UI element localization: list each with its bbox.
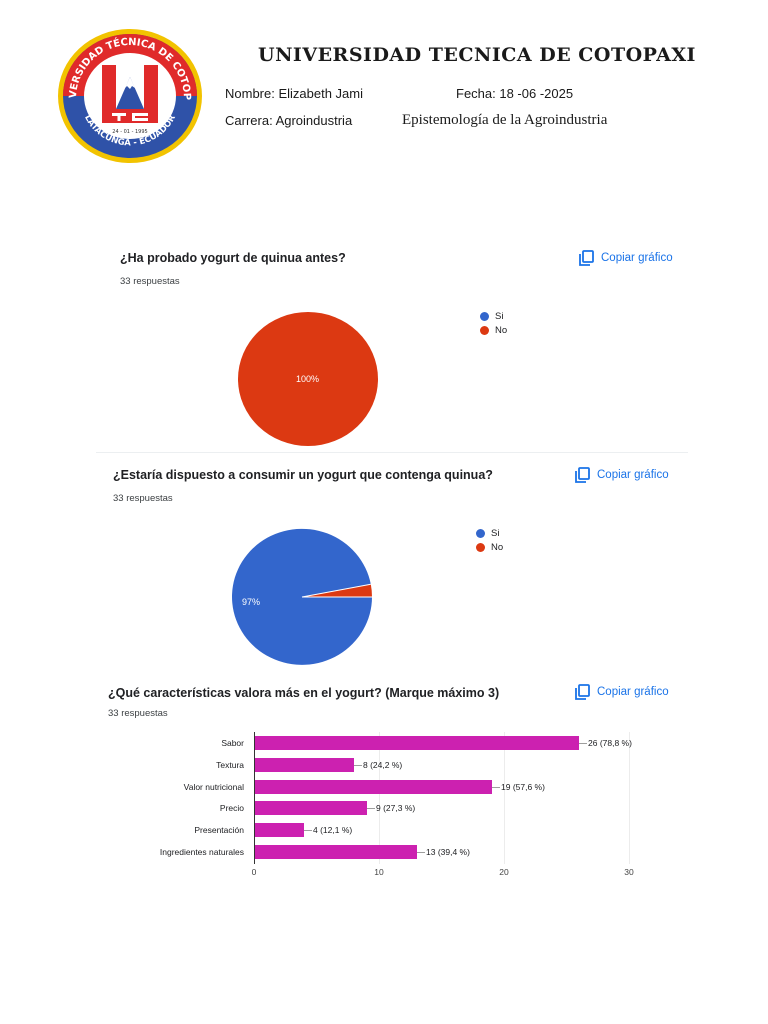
leader-line: [579, 743, 587, 744]
response-count: 33 respuestas: [113, 493, 173, 504]
question-title: ¿Ha probado yogurt de quinua antes?: [120, 251, 346, 265]
chart-legend: Si No: [476, 526, 503, 554]
question-title: ¿Qué características valora más en el yo…: [108, 686, 500, 700]
legend-dot-icon: [476, 542, 485, 552]
bar-category-label: Precio: [219, 803, 244, 813]
pie-label: 97%: [242, 597, 261, 607]
bar: [255, 823, 304, 837]
pie-slice-no: [238, 312, 378, 446]
x-axis-tick: 0: [251, 867, 257, 877]
pie-chart: [231, 528, 373, 671]
bar-category-label: Presentación: [194, 825, 244, 835]
university-logo: UNIVERSIDAD TÉCNICA DE COTOPAXI LATACUNG…: [52, 19, 204, 165]
bar: [255, 801, 367, 815]
bar: [255, 736, 579, 750]
legend-dot-icon: [480, 325, 489, 335]
question-title: ¿Estaría dispuesto a consumir un yogurt …: [113, 468, 493, 482]
x-axis-tick: 20: [499, 867, 509, 877]
legend-dot-icon: [480, 311, 489, 321]
date-label: Fecha: 18 -06 -2025: [456, 86, 574, 101]
leader-line: [304, 830, 312, 831]
copy-chart-label: Copiar gráfico: [597, 686, 669, 698]
svg-text:24 - 01 - 1995: 24 - 01 - 1995: [112, 129, 147, 135]
copy-chart-label: Copiar gráfico: [601, 252, 673, 264]
response-count: 33 respuestas: [108, 708, 168, 719]
bar-value-label: 26 (78,8 %): [588, 738, 632, 748]
bar-category-label: Sabor: [221, 738, 244, 748]
student-name: Nombre: Elizabeth Jami: [225, 86, 363, 101]
chart-legend: Si No: [480, 309, 507, 337]
legend-dot-icon: [476, 528, 485, 538]
pie-label: 100%: [296, 374, 320, 384]
subject-label: Epistemología de la Agroindustria: [402, 112, 608, 128]
bar-value-label: 8 (24,2 %): [363, 760, 403, 770]
leader-line: [367, 808, 375, 809]
gridline: [629, 732, 630, 864]
response-count: 33 respuestas: [120, 276, 180, 287]
bar-value-label: 19 (57,6 %): [501, 782, 545, 792]
copy-icon: [579, 250, 594, 266]
copy-chart-button[interactable]: Copiar gráfico: [579, 250, 673, 266]
gridline: [379, 732, 380, 864]
x-axis-tick: 30: [624, 867, 634, 877]
y-axis-line: [254, 732, 255, 864]
leader-line: [492, 787, 500, 788]
legend-item-si: Si: [480, 309, 507, 323]
bar-value-label: 9 (27,3 %): [376, 803, 416, 813]
career-label: Carrera: Agroindustria: [225, 113, 353, 128]
x-axis-tick: 10: [374, 867, 384, 877]
bar-category-label: Textura: [216, 760, 244, 770]
bar: [255, 845, 417, 859]
legend-item-si: Si: [476, 526, 503, 540]
bar-value-label: 13 (39,4 %): [426, 847, 470, 857]
pie-chart: [237, 311, 379, 452]
legend-item-no: No: [480, 323, 507, 337]
gridline: [504, 732, 505, 864]
legend-item-no: No: [476, 540, 503, 554]
university-title: UNIVERSIDAD TECNICA DE COTOPAXI: [258, 44, 696, 66]
leader-line: [354, 765, 362, 766]
copy-chart-button[interactable]: Copiar gráfico: [575, 467, 669, 483]
bar: [255, 780, 492, 794]
copy-chart-button[interactable]: Copiar gráfico: [575, 684, 669, 700]
divider: [96, 452, 688, 453]
copy-icon: [575, 467, 590, 483]
bar-value-label: 4 (12,1 %): [313, 825, 353, 835]
bar-category-label: Ingredientes naturales: [159, 847, 244, 857]
bar: [255, 758, 354, 772]
leader-line: [417, 852, 425, 853]
copy-icon: [575, 684, 590, 700]
copy-chart-label: Copiar gráfico: [597, 469, 669, 481]
bar-category-label: Valor nutricional: [183, 782, 244, 792]
